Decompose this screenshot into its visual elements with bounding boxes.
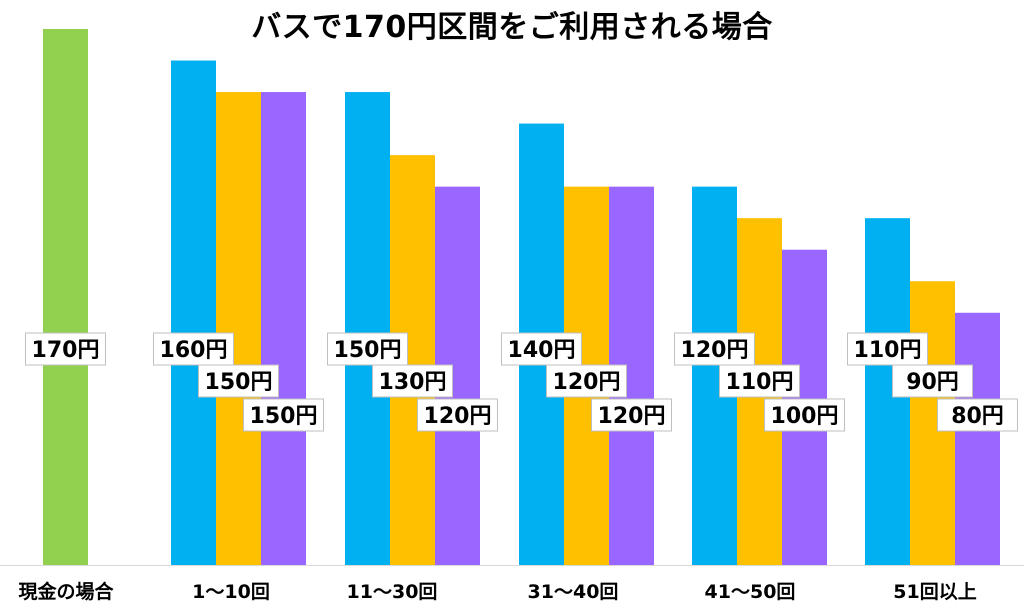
data-label-text: 150円 [205,370,273,395]
data-label: 150円 [198,364,279,398]
data-label: 120円 [546,364,627,398]
bar [261,92,306,565]
data-label: 140円 [501,332,582,366]
bar [345,92,390,565]
data-label-box [153,332,234,366]
data-label-box [243,398,324,432]
bar [955,312,1000,565]
data-label-box [417,398,498,432]
data-label-box [892,364,973,398]
x-axis-labels: 現金の場合 1〜10回 11〜30回 31〜40回 41〜50回 51回以上 [18,580,976,603]
data-label: 100円 [764,398,845,432]
x-tick-label: 31〜40回 [528,581,619,603]
data-label-text: 100円 [771,404,839,429]
data-label-box [847,332,928,366]
data-label: 150円 [243,398,324,432]
data-label: 110円 [719,364,800,398]
data-label-box [501,332,582,366]
data-label-text: 150円 [334,338,402,363]
bar [43,29,88,565]
data-label-text: 160円 [160,338,228,363]
data-label-text: 130円 [379,370,447,395]
data-label-box [327,332,408,366]
data-label-box [674,332,755,366]
data-label-text: 120円 [553,370,621,395]
data-label-text: 110円 [726,370,794,395]
data-label-text: 170円 [32,338,100,363]
x-tick-label: 1〜10回 [192,581,270,603]
bars [43,29,1000,566]
data-label: 160円 [153,332,234,366]
data-label: 150円 [327,332,408,366]
data-label-text: 90円 [906,370,959,395]
data-label-text: 120円 [598,404,666,429]
bar [216,92,261,565]
data-label-box [719,364,800,398]
data-label: 120円 [591,398,672,432]
data-label-box [591,398,672,432]
data-label-text: 80円 [951,404,1004,429]
chart-title: バスで170円区間をご利用される場合 [251,10,773,45]
data-label: 120円 [417,398,498,432]
x-tick-label: 11〜30回 [347,581,438,603]
data-label: 110円 [847,332,928,366]
data-label-box [198,364,279,398]
data-label-box [937,398,1018,432]
data-label-box [764,398,845,432]
data-label: 170円 [25,332,106,366]
data-label-text: 150円 [250,404,318,429]
data-label-box [372,364,453,398]
data-label-box [25,332,106,366]
data-label-box [546,364,627,398]
data-label-text: 110円 [854,338,922,363]
x-tick-label: 41〜50回 [705,581,796,603]
data-label: 120円 [674,332,755,366]
data-label: 130円 [372,364,453,398]
data-label-text: 120円 [681,338,749,363]
x-tick-label: 現金の場合 [18,580,114,603]
x-tick-label: 51回以上 [893,581,976,603]
data-label: 90円 [892,364,973,398]
data-label-text: 140円 [508,338,576,363]
data-label: 80円 [937,398,1018,432]
bar [171,60,216,565]
data-labels: 170円 160円 150円 150円 150円 130円 120円 140円 120円 120円… [25,332,1018,432]
data-label-text: 120円 [424,404,492,429]
